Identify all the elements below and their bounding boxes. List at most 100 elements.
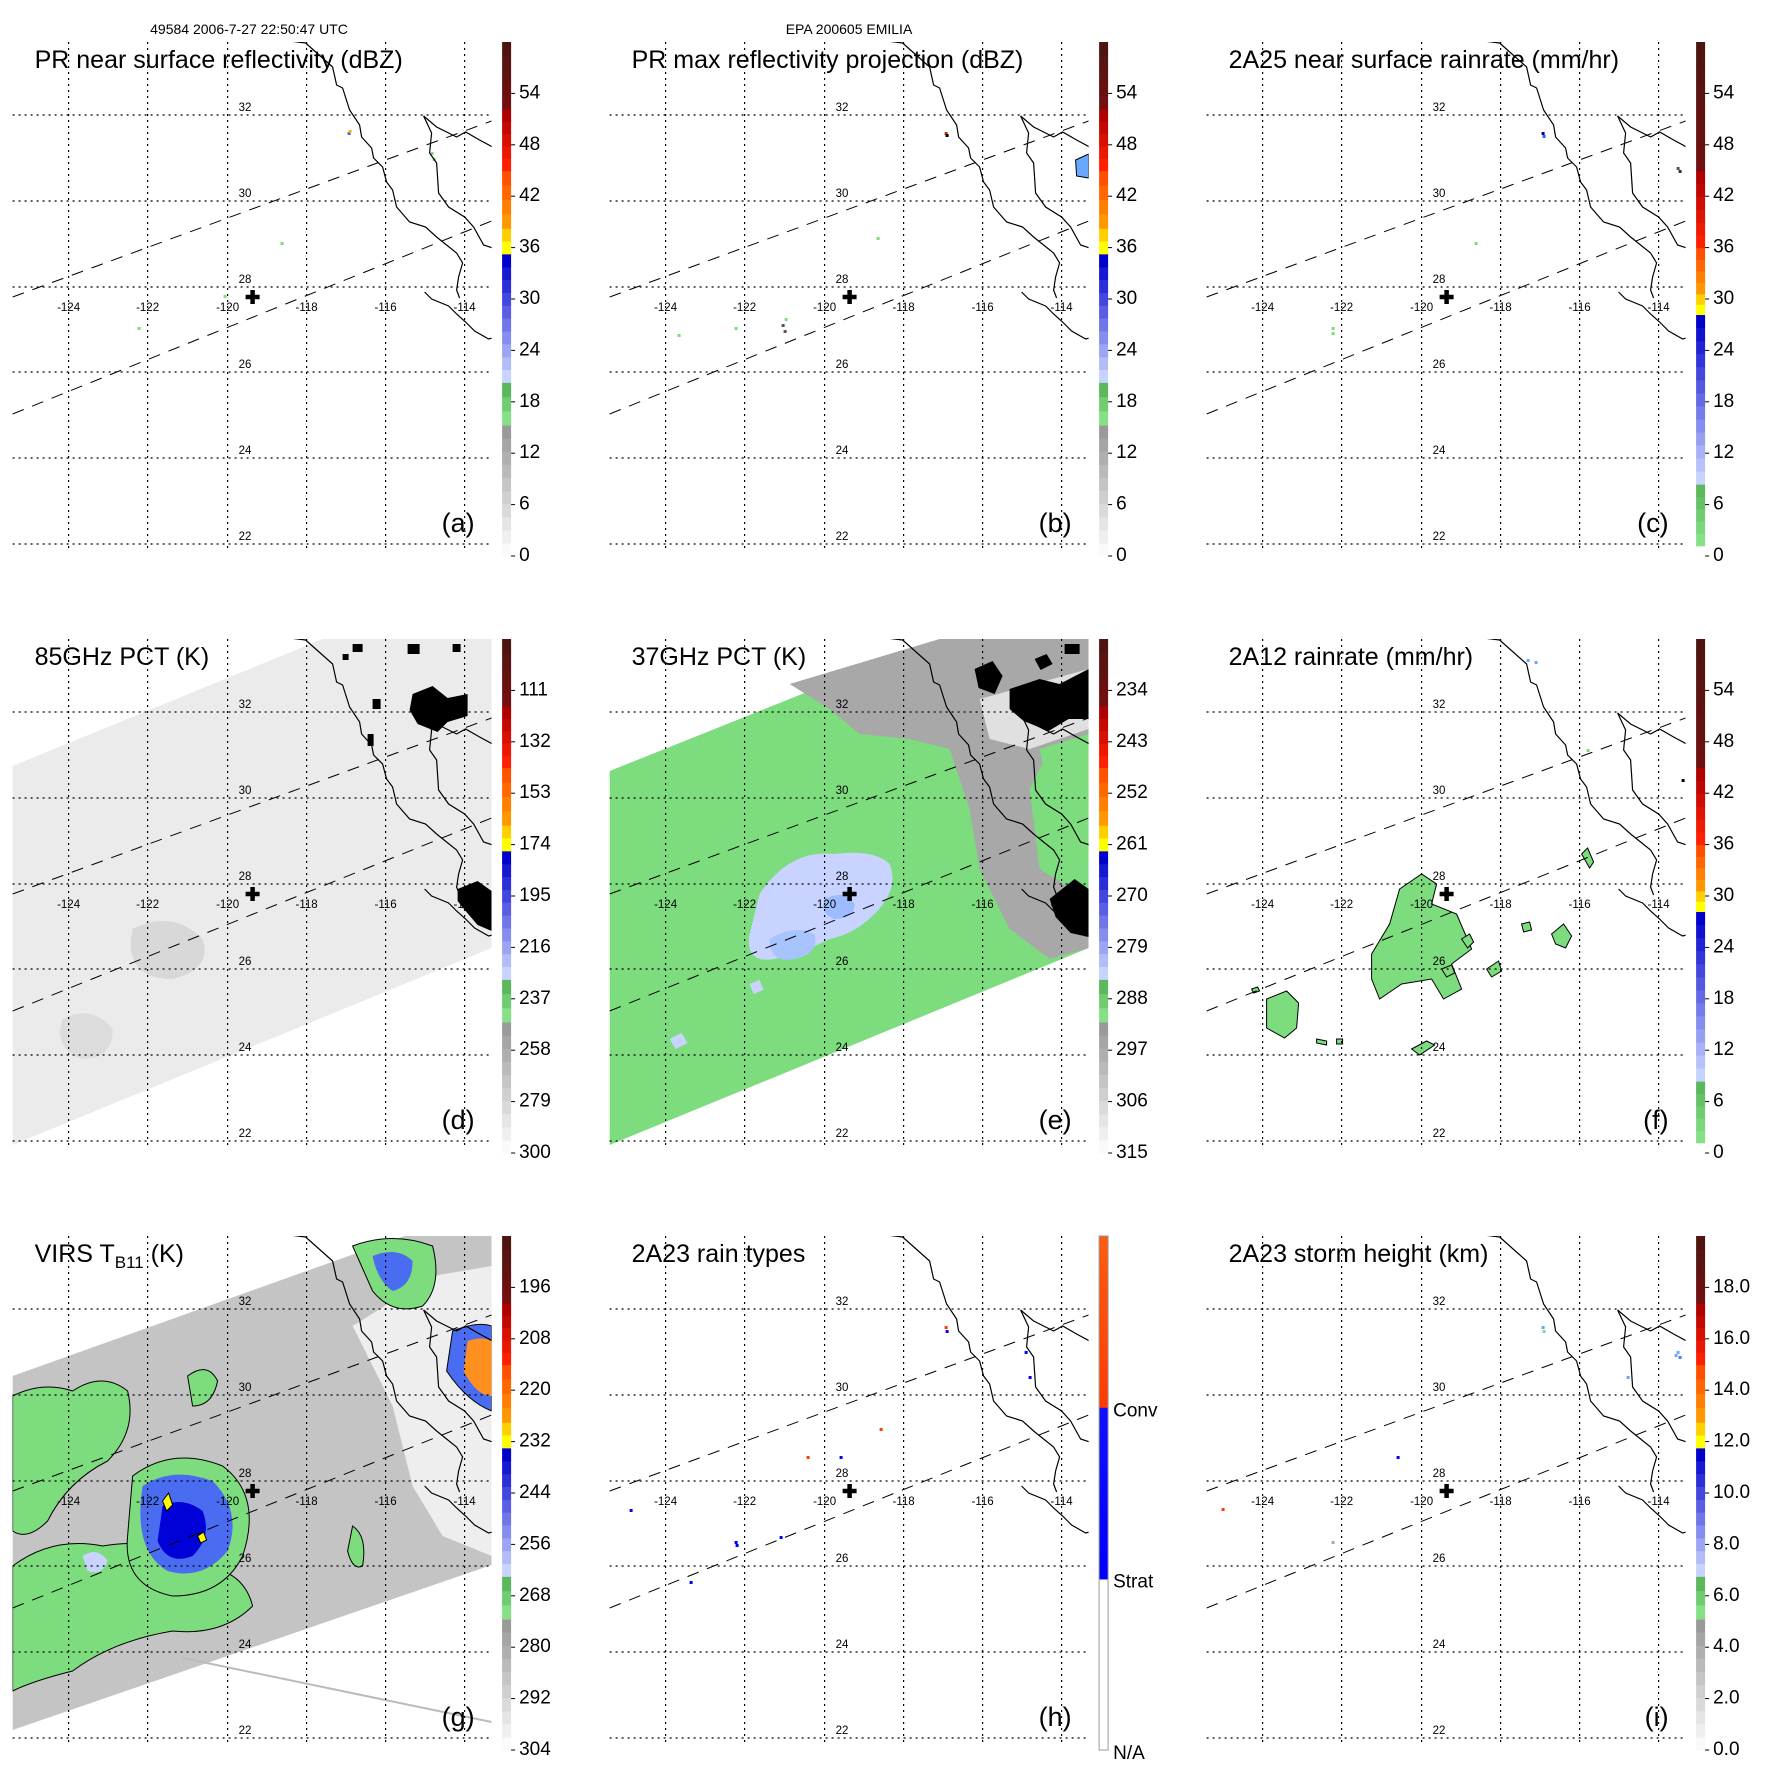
panel-letter: (i): [1645, 1702, 1669, 1732]
pr-swath-edge-north: [1206, 717, 1686, 895]
coastline: [423, 712, 492, 846]
latitude-label: 30: [836, 1382, 849, 1394]
colorbar-label: 48: [1713, 134, 1734, 155]
colorbar-segment: [502, 158, 512, 172]
rain-pixel: [1541, 132, 1545, 135]
colorbar-segment: [1099, 1644, 1109, 1659]
rain-pixel: [1678, 170, 1682, 173]
colorbar-segment: [502, 1473, 512, 1487]
colorbar-segment: [1696, 1352, 1706, 1366]
colorbar-segment: [502, 1632, 512, 1646]
colorbar-segment: [502, 837, 512, 852]
storm-center-marker: [245, 290, 260, 304]
colorbar-segment: [1099, 330, 1109, 345]
colorbar-segment: [1696, 879, 1706, 892]
longitude-label: -124: [654, 899, 678, 911]
colorbar-segment: [1696, 183, 1706, 197]
colorbar-label: 196: [519, 1276, 551, 1297]
field-region: [12, 1380, 131, 1535]
colorbar-label: 0.0: [1713, 1739, 1739, 1760]
colorbar-label: 18.0: [1713, 1276, 1750, 1297]
colorbar-segment: [502, 1563, 512, 1577]
pr-swath-edge-north: [12, 120, 492, 298]
field-region: [1266, 990, 1300, 1039]
colorbar-segment: [1696, 1563, 1706, 1577]
colorbar-segment: [502, 1139, 512, 1154]
field-region: [352, 644, 363, 652]
pr-swath-edge-south: [1206, 817, 1686, 1012]
rain-pixel: [137, 327, 141, 330]
panel-title-text: VIRS T: [35, 1240, 115, 1268]
colorbar-segment: [502, 902, 512, 916]
colorbar-segment: [502, 318, 512, 332]
colorbar-segment: [1696, 1081, 1706, 1094]
colorbar-segment: [1099, 1113, 1109, 1128]
colorbar-segment: [1099, 1407, 1109, 1421]
colorbar-label: 297: [1116, 1039, 1148, 1060]
colorbar-segment: [1696, 1736, 1706, 1751]
longitude-label: -116: [972, 1496, 994, 1508]
colorbar-segment: [502, 781, 512, 797]
colorbar-segment: [502, 665, 512, 680]
field-region: [1410, 1040, 1436, 1056]
panel-c: 32 30 28 26 24 22 -124 -122 -120 -118 -116 -114 2A25…: [1206, 42, 1735, 566]
colorbar-segment: [1696, 431, 1706, 446]
coastline: [423, 1309, 492, 1443]
colorbar-label: 24: [519, 339, 541, 360]
pr-swath-edge-south: [1206, 1414, 1686, 1609]
rain-pixel: [1681, 779, 1685, 782]
colorbar-segment: [1099, 1367, 1109, 1382]
colorbar-segment: [1696, 533, 1706, 547]
colorbar-segment: [502, 410, 512, 426]
colorbar-segment: [502, 692, 512, 707]
coastline: [1020, 712, 1089, 846]
colorbar-label: 30: [1713, 288, 1734, 309]
pr-swath-edge-north: [609, 1314, 1089, 1492]
colorbar-label: 10.0: [1713, 1482, 1750, 1503]
colorbar-segment: [1099, 1473, 1109, 1487]
colorbar-segment: [502, 330, 512, 345]
latitude-label: 32: [239, 102, 252, 114]
colorbar-label: 208: [519, 1328, 551, 1349]
panel-letter: (b): [1039, 508, 1072, 538]
colorbar-label: 48: [1116, 134, 1137, 155]
colorbar-segment: [1099, 213, 1109, 229]
longitude-label: -116: [375, 1496, 397, 1508]
colorbar-segment: [502, 396, 512, 412]
latitude-label: 26: [836, 359, 849, 371]
colorbar: 304 292 280 268 256 244 232 220 208 196: [502, 1236, 551, 1760]
colorbar-segment: [1696, 1041, 1706, 1056]
colorbar-segment: [1099, 1354, 1109, 1369]
colorbar-segment: [502, 503, 512, 518]
rain-pixel: [944, 1326, 948, 1329]
pr-swath-edge-south: [12, 220, 492, 415]
colorbar-segment: [502, 1697, 512, 1712]
colorbar-segment: [1099, 863, 1109, 878]
colorbar-segment: [502, 1710, 512, 1725]
panel-title-text: 2A23 rain types: [632, 1240, 806, 1268]
colorbar-segment: [1696, 131, 1706, 146]
colorbar-segment: [1099, 1061, 1109, 1075]
colorbar-segment: [1696, 379, 1706, 394]
colorbar-label: 48: [1713, 731, 1734, 752]
colorbar-segment: [1696, 1524, 1706, 1539]
latitude-label: 28: [836, 1468, 849, 1480]
colorbar-segment: [1099, 1697, 1109, 1712]
colorbar-segment: [1696, 1632, 1706, 1646]
storm-center-marker: [842, 290, 857, 304]
colorbar-segment: [502, 1604, 512, 1620]
colorbar-segment: [1099, 837, 1109, 852]
colorbar-segment: [1099, 82, 1109, 97]
rain-pixel: [1221, 1508, 1225, 1511]
panel-letter: (h): [1039, 1702, 1072, 1732]
panel-letter: (g): [442, 1702, 475, 1732]
colorbar-label: Conv: [1113, 1400, 1158, 1421]
colorbar-segment: [502, 292, 512, 306]
colorbar-segment: [502, 863, 512, 878]
colorbar-segment: [1696, 1378, 1706, 1394]
colorbar-segment: [1099, 1074, 1109, 1089]
longitude-label: -114: [454, 899, 477, 911]
colorbar-label: 42: [1116, 185, 1137, 206]
rain-pixel: [1396, 1456, 1400, 1459]
colorbar-segment: [1099, 796, 1109, 812]
